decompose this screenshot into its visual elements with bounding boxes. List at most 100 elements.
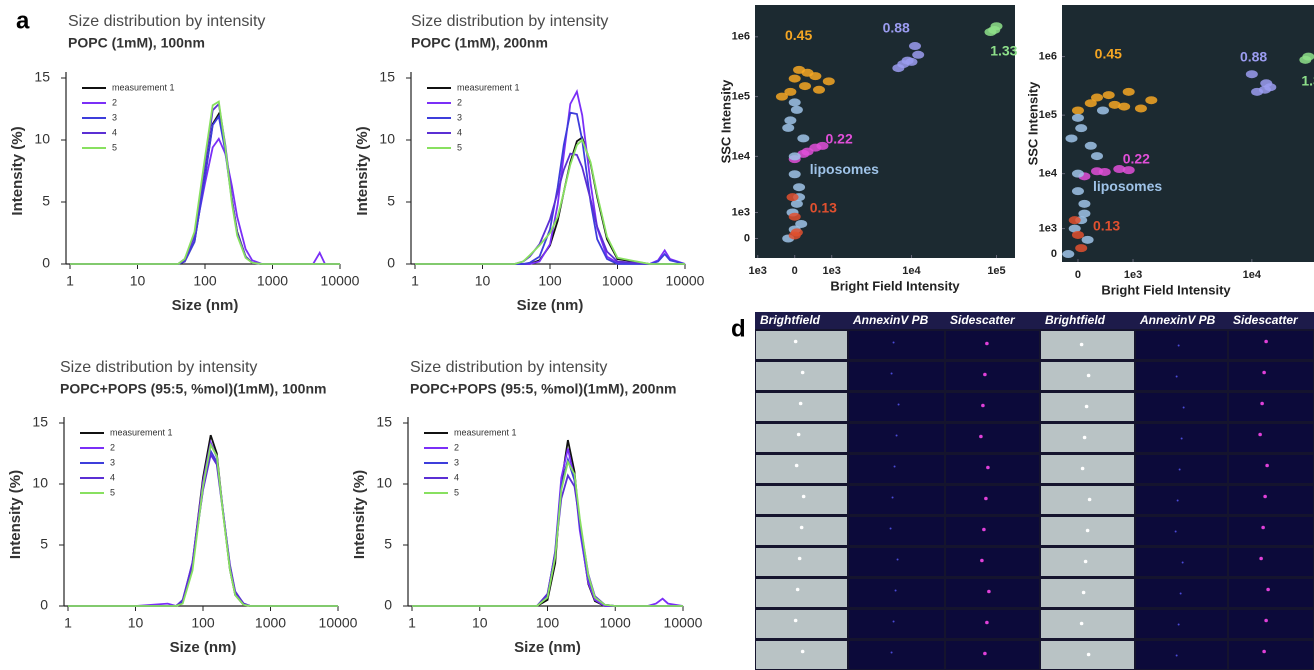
scatter-point — [1071, 106, 1084, 115]
scatter-point — [908, 42, 921, 51]
grid-cell — [1229, 579, 1313, 607]
grid-event — [892, 620, 895, 623]
grid-event — [1179, 592, 1182, 595]
x-tick-label: 0 — [1075, 269, 1081, 281]
scatter-point — [1071, 169, 1084, 178]
y-tick-label: 15 — [379, 69, 395, 85]
grid-cell — [1136, 393, 1227, 421]
x-axis-label: Size (nm) — [172, 297, 239, 314]
x-tick-label: 1e3 — [749, 265, 767, 277]
cluster-label: 0.22 — [826, 130, 853, 146]
y-tick-label: 0 — [1051, 248, 1057, 260]
grid-header — [1040, 312, 1135, 329]
legend-label: 2 — [454, 442, 459, 452]
series-line — [68, 439, 338, 607]
grid-cell — [849, 393, 944, 421]
grid-event — [890, 372, 893, 375]
series-line — [412, 439, 683, 607]
grid-event — [1085, 528, 1090, 533]
scatter-point — [1084, 141, 1097, 150]
scatter-point — [1113, 165, 1126, 174]
scatter-point — [795, 219, 808, 228]
grid-event — [1086, 652, 1091, 657]
grid-event — [987, 589, 991, 594]
grid-event — [981, 403, 985, 408]
y-tick-label: 0 — [384, 597, 392, 613]
grid-event — [1264, 339, 1268, 344]
scatter-point — [1084, 99, 1097, 108]
chart-title: Size distribution by intensity — [60, 359, 257, 376]
grid-cell — [849, 641, 944, 669]
scatter-point — [797, 134, 810, 143]
grid-event — [895, 434, 898, 437]
x-tick-label: 1000 — [257, 273, 288, 289]
scatter-point — [1245, 70, 1258, 79]
series-line — [415, 138, 685, 265]
grid-cell — [1136, 362, 1227, 390]
series-line — [70, 114, 340, 265]
y-axis-label: Intensity (%) — [7, 470, 24, 559]
grid-cell — [1136, 517, 1227, 545]
grid-cell — [946, 455, 1039, 483]
y-tick-label: 1e3 — [1039, 223, 1057, 235]
scatter-point — [1078, 209, 1091, 218]
y-tick-label: 0 — [40, 597, 48, 613]
scatter-point — [1071, 187, 1084, 196]
legend-label: 5 — [454, 487, 459, 497]
scatter-point — [775, 92, 788, 101]
scatter-point — [1122, 166, 1135, 175]
grid-cell — [1229, 362, 1313, 390]
grid-cell — [849, 455, 944, 483]
grid-event — [986, 465, 990, 470]
grid-cell — [849, 362, 944, 390]
grid-cell — [756, 610, 847, 638]
chart-title: Size distribution by intensity — [411, 13, 608, 30]
legend-label: 5 — [457, 142, 462, 152]
x-tick-label: 1000 — [602, 273, 633, 289]
series-line — [415, 111, 686, 265]
chart-title: Size distribution by intensity — [410, 359, 607, 376]
y-tick-label: 1e4 — [732, 150, 751, 162]
legend-label: 3 — [110, 457, 115, 467]
scatter-point — [1065, 134, 1078, 143]
legend-label: measurement 1 — [457, 82, 520, 92]
y-axis-label: Intensity (%) — [9, 126, 26, 215]
legend-label: 3 — [457, 112, 462, 122]
x-tick-label: 1 — [64, 615, 72, 631]
grid-event — [1175, 375, 1178, 378]
grid-event — [983, 372, 987, 377]
scatter-point — [809, 72, 822, 81]
scatter-point — [1096, 106, 1109, 115]
grid-event — [793, 339, 798, 344]
legend-label: 4 — [112, 127, 117, 137]
legend-label: measurement 1 — [454, 427, 517, 437]
grid-event — [1182, 406, 1185, 409]
cluster-label: 0.88 — [1240, 48, 1267, 64]
scatter-point — [1108, 100, 1121, 109]
cluster-label: 1.33 — [1301, 73, 1314, 89]
y-tick-label: 1e5 — [732, 91, 750, 103]
x-tick-label: 1000 — [255, 615, 286, 631]
grid-event — [1263, 494, 1267, 499]
grid-cell — [946, 610, 1039, 638]
grid-event — [793, 618, 798, 623]
grid-header — [755, 312, 848, 329]
grid-event — [892, 341, 895, 344]
x-axis-label: Bright Field Intensity — [1101, 282, 1231, 297]
grid-cell — [849, 548, 944, 576]
grid-event — [1086, 373, 1091, 378]
scatter-point — [784, 116, 797, 125]
grid-event — [1080, 466, 1085, 471]
legend-label: 4 — [454, 472, 459, 482]
grid-column-header: AnnexinV PB — [1139, 313, 1216, 327]
scatter-point — [905, 57, 918, 66]
grid-event — [1262, 649, 1266, 654]
grid-cell — [1229, 548, 1313, 576]
x-tick-label: 1e4 — [902, 265, 921, 277]
grid-event — [1259, 556, 1263, 561]
grid-column-header: Sidescatter — [1233, 313, 1299, 327]
cluster-label: 0.22 — [1123, 151, 1150, 167]
cluster-label: 0.45 — [1095, 46, 1122, 62]
